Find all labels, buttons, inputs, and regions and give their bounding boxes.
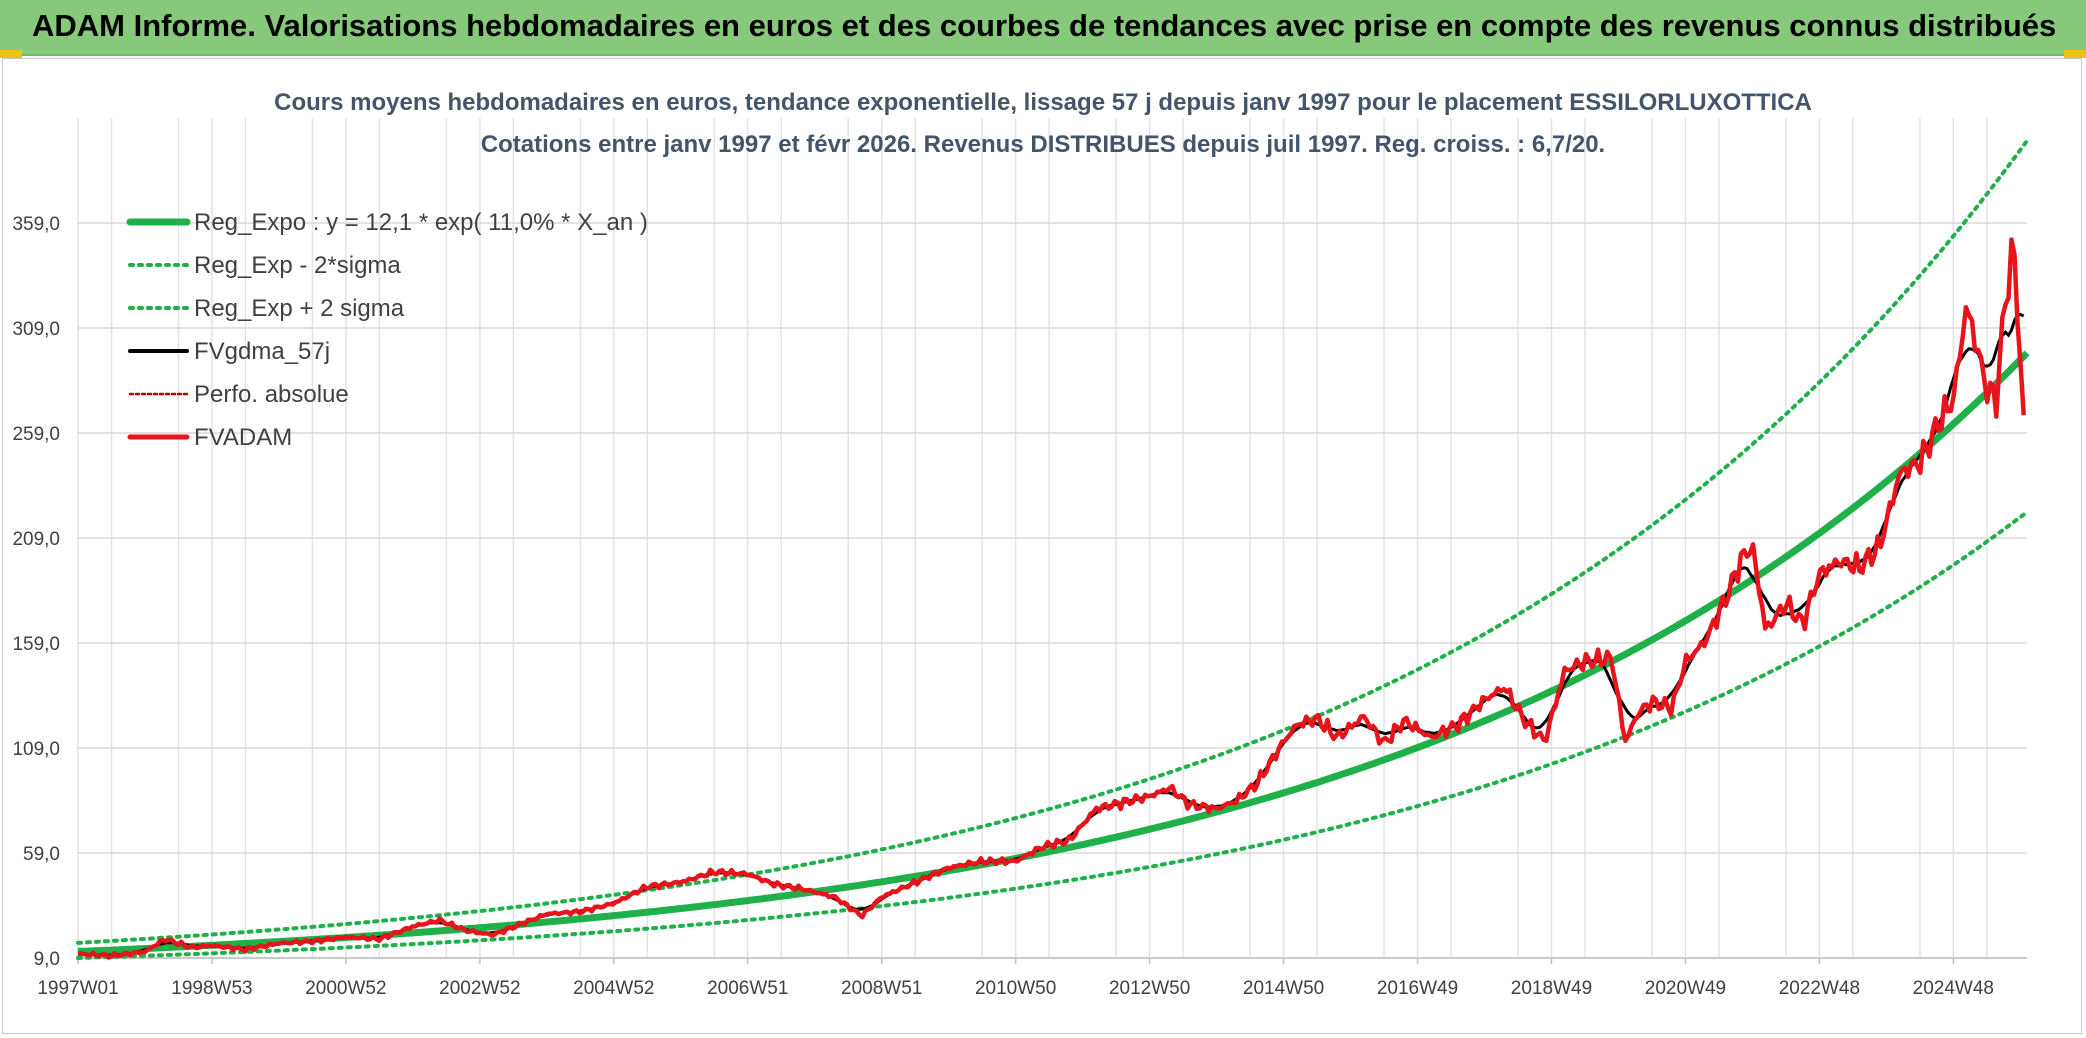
x-tick-label: 2002W52: [439, 978, 520, 999]
right-corner-accent: [2064, 50, 2086, 58]
legend: Reg_Expo : y = 12,1 * exp( 11,0% * X_an …: [126, 209, 648, 451]
x-tick-label: 2018W49: [1511, 978, 1592, 999]
y-tick-label: 209,0: [12, 529, 60, 550]
legend-label: FVgdma_57j: [194, 338, 330, 365]
legend-label: Reg_Exp - 2*sigma: [194, 252, 401, 279]
banner-title: ADAM Informe. Valorisations hebdomadaire…: [32, 8, 2057, 43]
chart-frame: [2, 58, 2082, 1034]
legend-label: Reg_Expo : y = 12,1 * exp( 11,0% * X_an …: [194, 209, 648, 236]
reg-expo-line: [77, 350, 2030, 955]
chart-subtitle: Cotations entre janv 1997 et févr 2026. …: [481, 131, 1605, 158]
x-tick-label: 2010W50: [975, 978, 1056, 999]
chart-title: Cours moyens hebdomadaires en euros, ten…: [274, 89, 1812, 116]
legend-label: Reg_Exp + 2 sigma: [194, 295, 405, 322]
reg-minus-2sigma-line: [76, 510, 2029, 960]
left-corner-accent: [0, 50, 22, 58]
x-tick-label: 2022W48: [1779, 978, 1860, 999]
x-tick-label: 2006W51: [707, 978, 788, 999]
series-layer: [76, 138, 2030, 960]
x-tick-label: 2024W48: [1913, 978, 1994, 999]
x-tick-label: 2012W50: [1109, 978, 1190, 999]
report-banner: ADAM Informe. Valorisations hebdomadaire…: [0, 0, 2086, 56]
x-tick-label: 2014W50: [1243, 978, 1324, 999]
x-tick-label: 2016W49: [1377, 978, 1458, 999]
axis-layer: 9,0 59,0 109,0 159,0 209,0 259,0 309,0 359,0 199…: [12, 214, 2027, 999]
x-tick-label: 1998W53: [171, 978, 252, 999]
x-tick-label: 2008W51: [841, 978, 922, 999]
legend-label: Perfo. absolue: [194, 381, 349, 408]
y-tick-label: 59,0: [23, 844, 60, 865]
x-tick-label: 2020W49: [1645, 978, 1726, 999]
grid-layer: [77, 118, 2027, 959]
y-tick-label: 109,0: [12, 739, 60, 760]
x-tick-label: 2004W52: [573, 978, 654, 999]
y-tick-label: 259,0: [12, 424, 60, 445]
y-tick-label: 159,0: [12, 634, 60, 655]
fvadam-line: [77, 237, 2026, 960]
y-tick-label: 359,0: [12, 214, 60, 235]
y-tick-label: 309,0: [12, 319, 60, 340]
x-tick-label: 2000W52: [305, 978, 386, 999]
x-tick-label: 1997W01: [37, 978, 118, 999]
legend-label: FVADAM: [194, 424, 292, 451]
fvgdma-57j-line: [77, 312, 2025, 957]
reg-plus-2sigma-line: [76, 138, 2029, 945]
y-tick-label: 9,0: [34, 949, 60, 970]
